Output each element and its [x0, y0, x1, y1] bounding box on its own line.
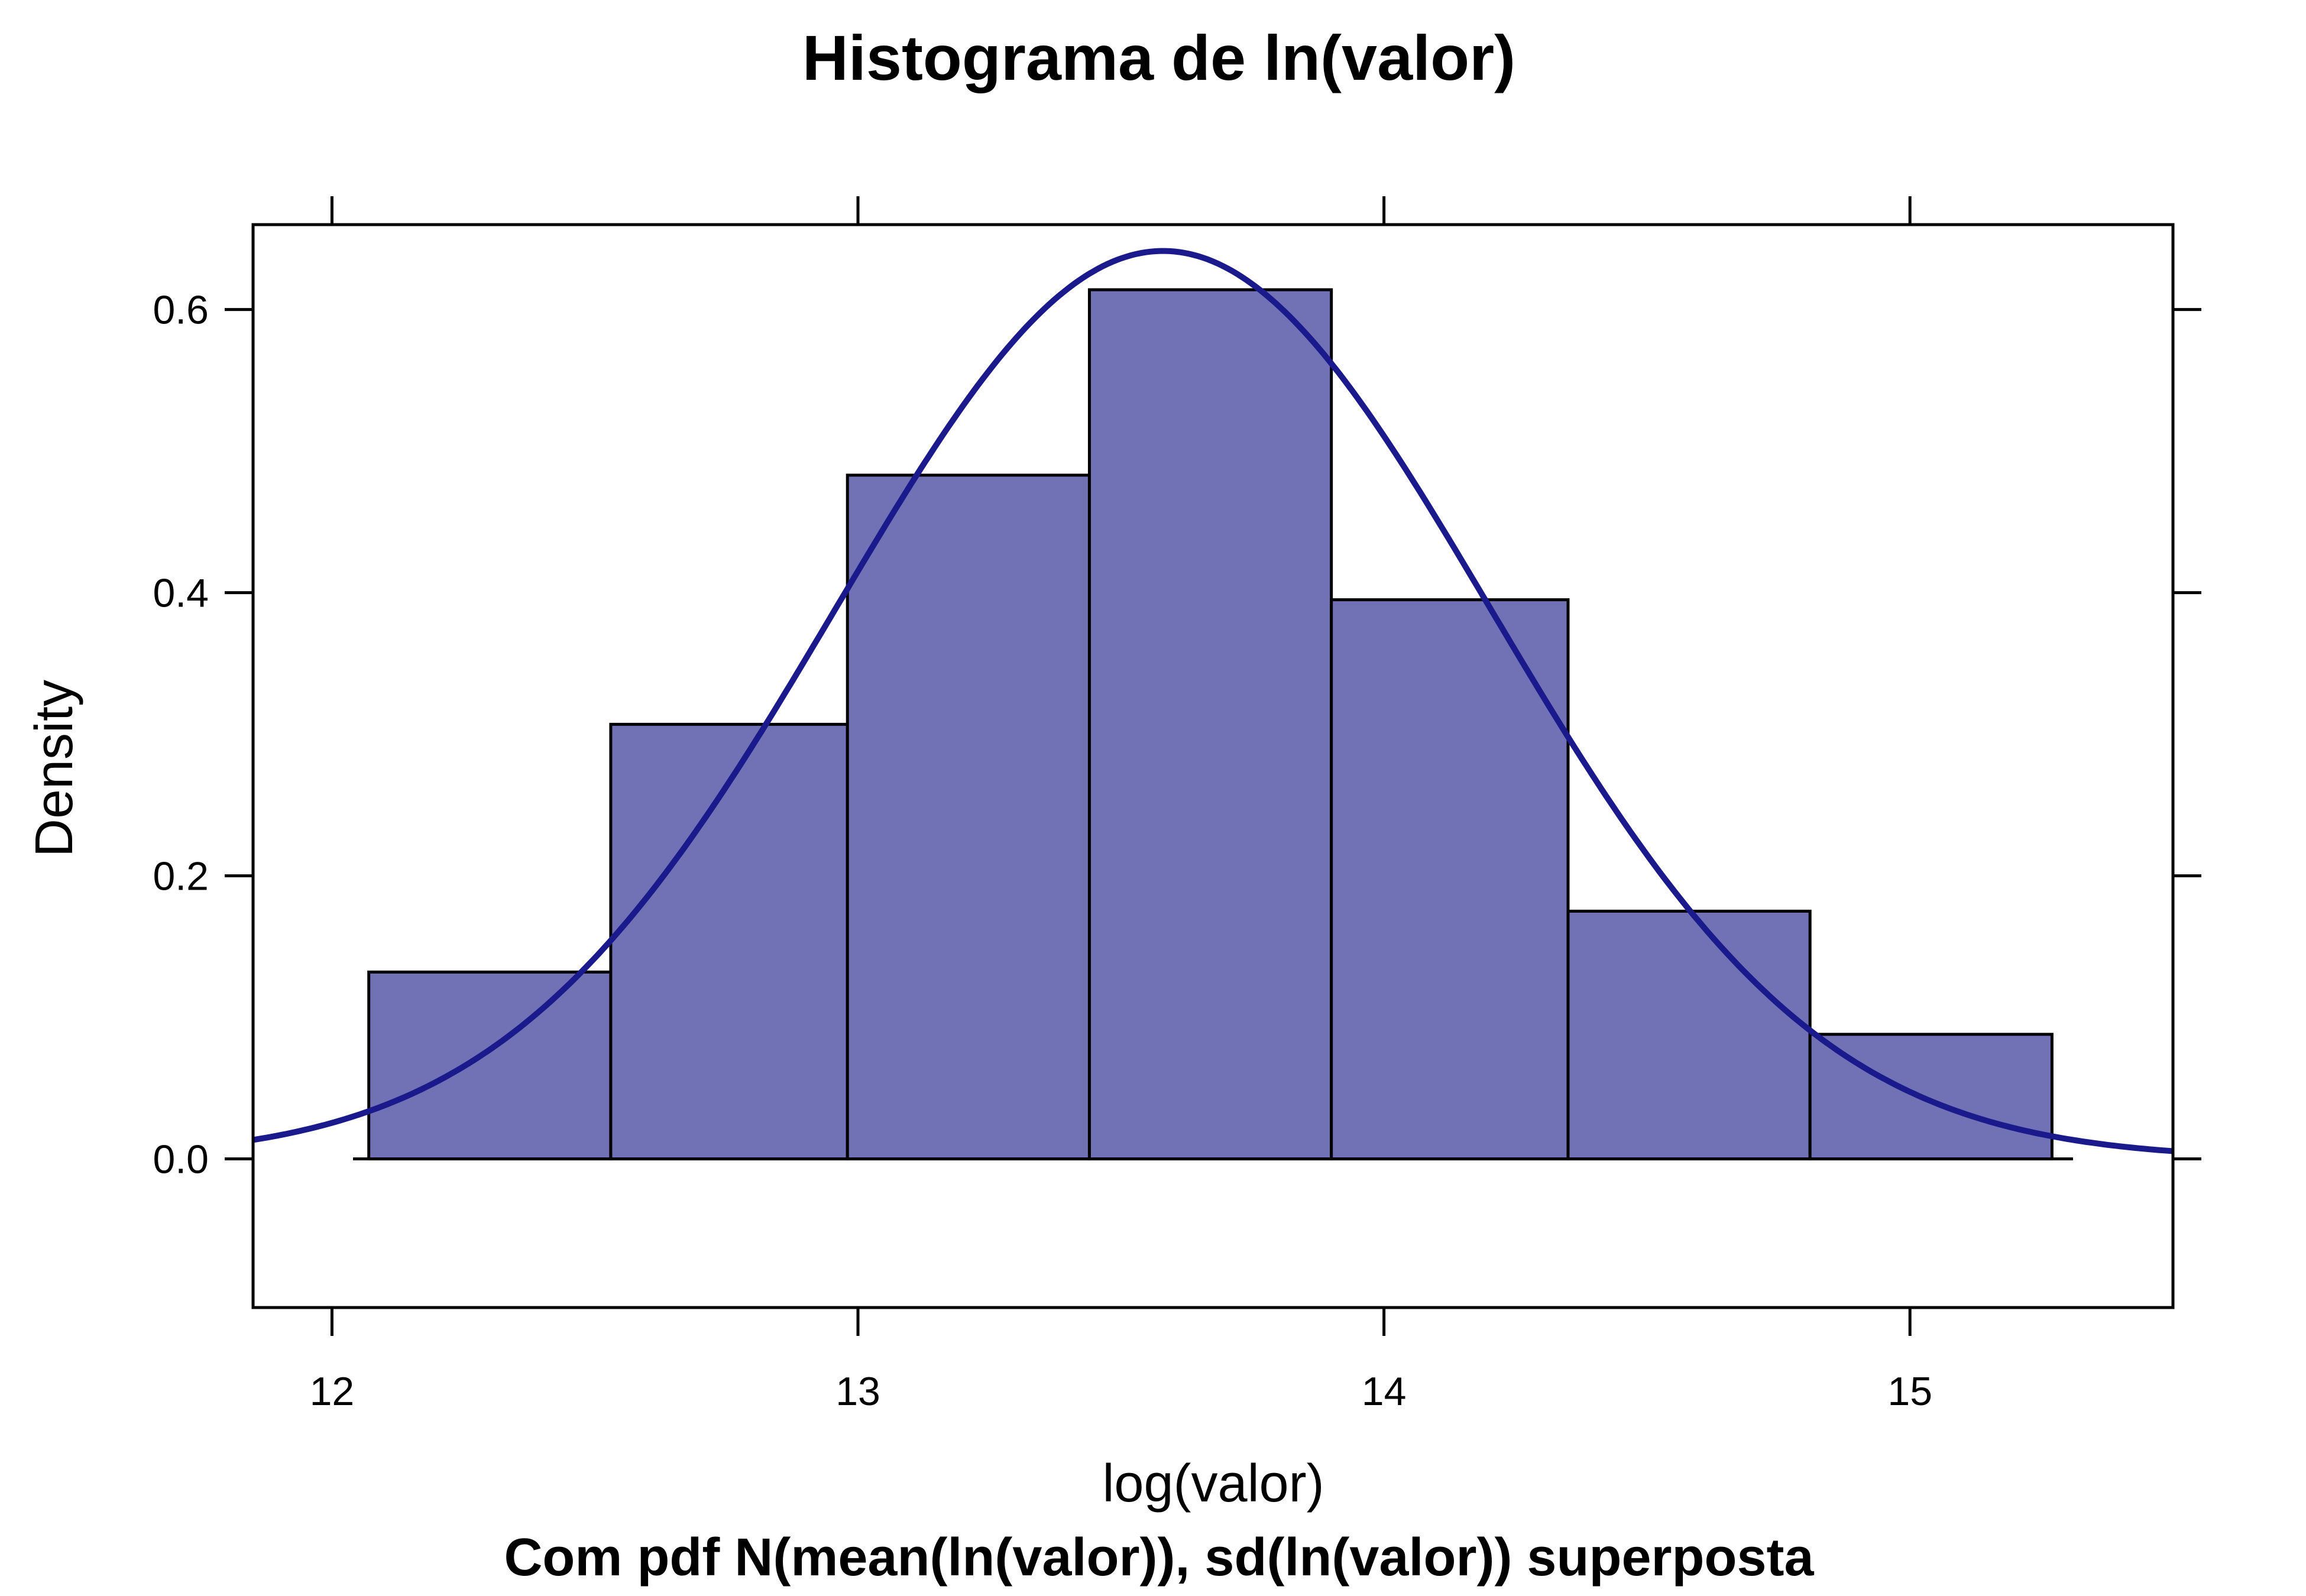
- y-tick-label-0.6: 0.6: [153, 288, 209, 333]
- chart-subtitle: Com pdf N(mean(ln(valor)), sd(ln(valor))…: [504, 1528, 1814, 1587]
- histogram-bar-2: [609, 722, 849, 1161]
- histogram-bar-3: [846, 473, 1091, 1161]
- x-axis: 12 13 14 15: [310, 196, 1932, 1414]
- normal-pdf-curve: [252, 248, 2174, 1154]
- y-tick-label-0.0: 0.0: [153, 1137, 209, 1182]
- histogram-bar-7: [1808, 1033, 2054, 1161]
- plot-frame: [251, 223, 2175, 1309]
- y-tick-label-0.4: 0.4: [153, 571, 209, 616]
- x-tick-label-15: 15: [1887, 1369, 1932, 1414]
- histogram-bar-5: [1330, 598, 1570, 1161]
- x-tick-label-14: 14: [1362, 1369, 1407, 1414]
- chart-title: Histograma de ln(valor): [802, 22, 1515, 93]
- histogram-bar-4: [1087, 288, 1333, 1161]
- histogram-bar-6: [1566, 909, 1812, 1161]
- histogram-bars: [367, 288, 2054, 1161]
- x-tick-label-13: 13: [835, 1369, 880, 1414]
- y-tick-label-0.2: 0.2: [153, 854, 209, 899]
- y-axis-label: Density: [25, 680, 84, 857]
- histogram-bar-1: [367, 970, 613, 1161]
- x-tick-label-12: 12: [310, 1369, 355, 1414]
- x-axis-label: log(valor): [1102, 1454, 1324, 1513]
- y-axis: 0.0 0.2 0.4 0.6: [153, 288, 2201, 1182]
